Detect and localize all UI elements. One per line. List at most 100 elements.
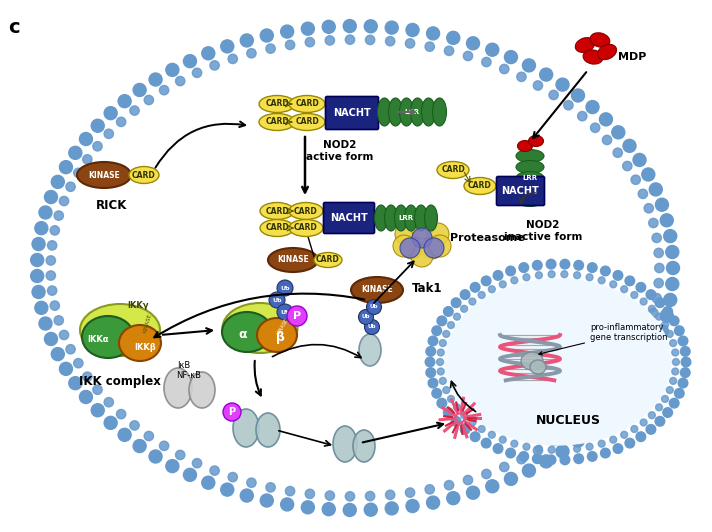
Circle shape — [385, 37, 395, 46]
Circle shape — [425, 357, 435, 367]
Circle shape — [176, 77, 185, 86]
Circle shape — [672, 368, 679, 375]
Circle shape — [444, 46, 454, 55]
Circle shape — [674, 388, 684, 398]
Ellipse shape — [56, 46, 654, 491]
Circle shape — [66, 345, 75, 354]
Ellipse shape — [516, 149, 544, 162]
Circle shape — [493, 271, 503, 280]
Circle shape — [466, 37, 480, 50]
Circle shape — [59, 161, 73, 173]
Ellipse shape — [528, 136, 543, 146]
Circle shape — [638, 337, 647, 347]
Circle shape — [560, 259, 570, 269]
Circle shape — [46, 256, 56, 265]
Circle shape — [32, 237, 45, 251]
Ellipse shape — [289, 96, 325, 112]
Circle shape — [613, 148, 622, 157]
Circle shape — [533, 261, 542, 270]
Text: NUCLEUS: NUCLEUS — [535, 413, 600, 427]
Circle shape — [574, 272, 580, 279]
Text: CARD: CARD — [132, 170, 156, 179]
Circle shape — [405, 488, 414, 497]
Text: Ub: Ub — [272, 297, 282, 303]
Circle shape — [649, 305, 655, 312]
Circle shape — [500, 462, 509, 472]
Circle shape — [546, 259, 556, 269]
Circle shape — [159, 441, 169, 451]
Ellipse shape — [77, 162, 131, 188]
Circle shape — [652, 294, 661, 303]
FancyBboxPatch shape — [496, 177, 545, 205]
Ellipse shape — [314, 253, 342, 268]
Circle shape — [625, 276, 634, 286]
Circle shape — [663, 408, 672, 417]
Circle shape — [277, 280, 293, 296]
Circle shape — [393, 235, 415, 257]
Circle shape — [655, 417, 665, 426]
Ellipse shape — [399, 98, 414, 126]
Circle shape — [654, 248, 664, 257]
Ellipse shape — [518, 140, 533, 152]
Circle shape — [305, 37, 315, 47]
Ellipse shape — [333, 426, 357, 462]
Circle shape — [176, 450, 185, 460]
Ellipse shape — [260, 203, 294, 220]
Circle shape — [586, 443, 593, 450]
Circle shape — [51, 176, 64, 188]
Circle shape — [572, 89, 585, 102]
Ellipse shape — [394, 205, 407, 231]
Circle shape — [287, 306, 307, 326]
Circle shape — [672, 349, 679, 356]
Text: CARD: CARD — [265, 223, 289, 232]
Circle shape — [556, 78, 569, 91]
Circle shape — [622, 161, 632, 171]
Text: CARD: CARD — [295, 118, 319, 127]
Circle shape — [488, 431, 496, 438]
Text: NACHT: NACHT — [333, 108, 371, 118]
Circle shape — [210, 466, 219, 475]
Circle shape — [365, 503, 377, 516]
Circle shape — [609, 281, 617, 288]
Ellipse shape — [260, 220, 294, 237]
Circle shape — [406, 23, 419, 37]
Circle shape — [427, 223, 449, 245]
Circle shape — [679, 336, 688, 346]
Ellipse shape — [268, 248, 318, 272]
Text: α: α — [239, 328, 247, 340]
Circle shape — [240, 34, 253, 47]
Circle shape — [471, 432, 480, 442]
Circle shape — [586, 101, 599, 113]
Text: CARD: CARD — [294, 223, 318, 232]
Circle shape — [118, 428, 131, 442]
Text: MDP: MDP — [618, 52, 646, 62]
Circle shape — [117, 410, 126, 419]
Circle shape — [649, 340, 662, 353]
Ellipse shape — [289, 203, 323, 220]
Ellipse shape — [222, 303, 298, 353]
Circle shape — [621, 431, 628, 438]
Circle shape — [133, 439, 146, 453]
Circle shape — [437, 316, 446, 326]
Circle shape — [411, 245, 433, 267]
Circle shape — [640, 298, 647, 305]
Text: CARD: CARD — [294, 206, 318, 215]
Circle shape — [478, 292, 485, 298]
Circle shape — [670, 377, 676, 384]
Circle shape — [39, 206, 52, 219]
Circle shape — [587, 452, 597, 461]
Text: Proteasome: Proteasome — [450, 233, 525, 243]
Circle shape — [93, 142, 102, 151]
Text: NOD2
active form: NOD2 active form — [306, 140, 374, 162]
Text: KINASE: KINASE — [361, 286, 393, 295]
Ellipse shape — [351, 277, 403, 303]
Circle shape — [35, 222, 48, 235]
Circle shape — [73, 359, 83, 368]
Circle shape — [464, 476, 473, 485]
Text: IKKγ: IKKγ — [127, 301, 149, 310]
Text: IKKα: IKKα — [88, 336, 109, 345]
Circle shape — [644, 323, 654, 332]
Circle shape — [535, 445, 543, 452]
Ellipse shape — [411, 98, 424, 126]
Ellipse shape — [189, 372, 215, 408]
